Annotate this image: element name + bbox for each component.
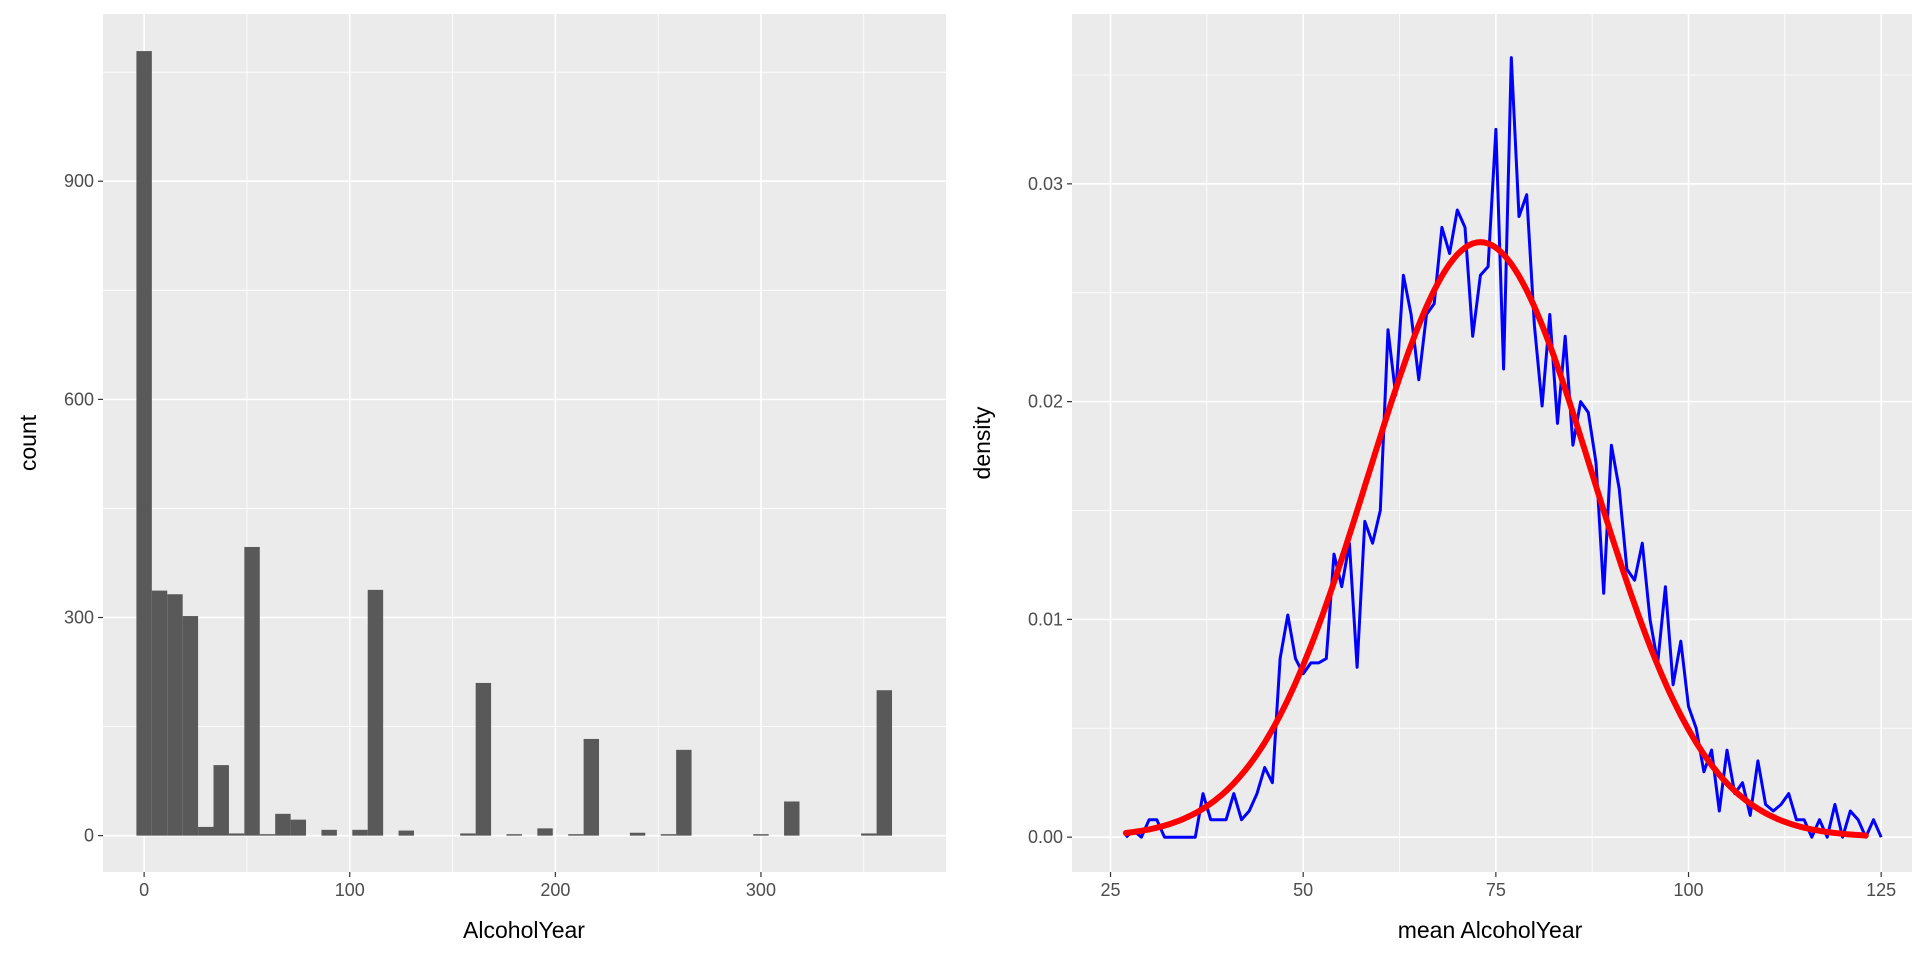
histogram-bar [537, 828, 553, 836]
histogram-bar [198, 826, 214, 836]
histogram-bars [136, 51, 893, 836]
density-gridlines [1072, 14, 1912, 872]
histogram-y-tick-label: 300 [64, 608, 94, 628]
histogram-x-tick-label: 100 [335, 880, 365, 900]
histogram-bar [583, 738, 600, 836]
histogram-plot-background [103, 14, 946, 872]
density-x-tick-label: 125 [1866, 880, 1896, 900]
histogram-y-tick-label: 0 [84, 826, 94, 846]
density-x-tick-label: 50 [1293, 880, 1313, 900]
histogram-y-axis: 0 300 600 900 [64, 171, 103, 846]
histogram-x-axis: 0 100 200 300 [139, 872, 776, 900]
density-plot-background [1072, 14, 1912, 872]
histogram-bar [861, 833, 877, 836]
density-y-tick-label: 0.00 [1028, 827, 1063, 847]
density-panel: 0.00 0.01 0.02 0.03 25 50 75 100 125 mean Alcoh… [969, 14, 1912, 943]
density-x-axis: 25 50 75 100 125 [1101, 872, 1896, 900]
histogram-bar [228, 833, 245, 836]
histogram-bar [167, 594, 183, 836]
histogram-bar [151, 590, 168, 836]
empirical-density-line [1124, 56, 1883, 839]
histogram-bar [367, 589, 384, 836]
histogram-bar [876, 690, 893, 836]
histogram-bar [290, 819, 307, 836]
density-x-tick-label: 75 [1486, 880, 1506, 900]
density-lines [1122, 56, 1883, 839]
histogram-bar [213, 765, 229, 836]
histogram-bar [136, 51, 152, 836]
density-y-tick-label: 0.03 [1028, 174, 1063, 194]
histogram-bar [753, 834, 769, 836]
histogram-bar [475, 682, 492, 836]
histogram-bar [275, 813, 291, 836]
histogram-y-tick-label: 600 [64, 389, 94, 409]
histogram-bar [676, 749, 692, 836]
histogram-y-tick-label: 900 [64, 171, 94, 191]
histogram-y-axis-title: count [15, 414, 41, 471]
density-x-tick-label: 25 [1101, 880, 1121, 900]
density-y-tick-label: 0.01 [1028, 609, 1063, 629]
histogram-x-tick-label: 300 [746, 880, 776, 900]
histogram-bar [660, 834, 677, 836]
density-y-axis: 0.00 0.01 0.02 0.03 [1028, 174, 1072, 847]
histogram-x-tick-label: 200 [540, 880, 570, 900]
histogram-bar [352, 829, 368, 836]
histogram-bar [784, 801, 800, 836]
density-y-axis-title: density [969, 406, 995, 479]
histogram-bar [182, 616, 199, 836]
density-x-axis-title: mean AlcoholYear [1398, 917, 1583, 943]
normal-density-curve [1122, 239, 1869, 839]
histogram-bar [460, 833, 476, 836]
histogram-bar [568, 834, 584, 836]
histogram-bar [629, 832, 646, 836]
histogram-bar [259, 834, 276, 836]
histogram-x-tick-label: 0 [139, 880, 149, 900]
histogram-bar [398, 830, 414, 836]
histogram-x-axis-title: AlcoholYear [463, 917, 585, 943]
histogram-bar [244, 546, 260, 836]
histogram-panel: 0 300 600 900 0 100 200 300 AlcoholYear count [15, 14, 946, 943]
density-y-tick-label: 0.02 [1028, 392, 1063, 412]
histogram-bar [506, 834, 522, 836]
histogram-bar [321, 829, 337, 836]
density-x-tick-label: 100 [1673, 880, 1703, 900]
